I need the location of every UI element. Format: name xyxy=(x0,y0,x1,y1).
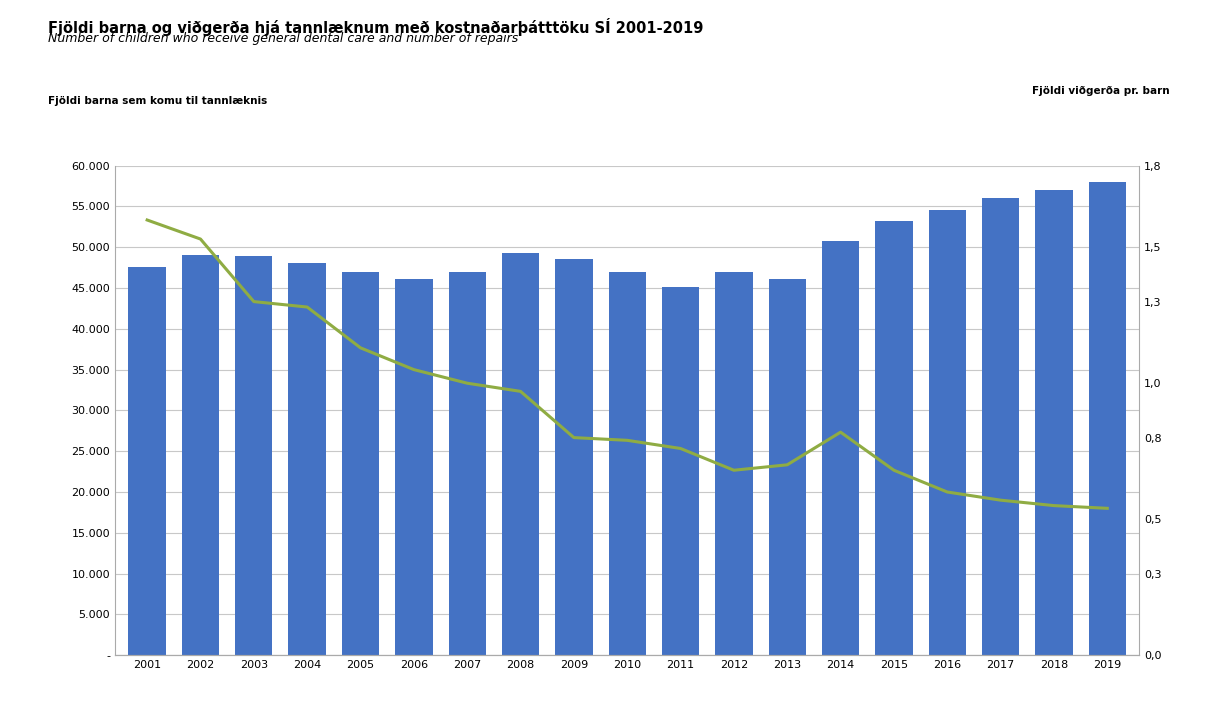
Text: Number of children who receive general dental care and number of repairs: Number of children who receive general d… xyxy=(48,32,519,45)
Bar xyxy=(1088,182,1126,655)
Bar xyxy=(822,241,859,655)
Bar xyxy=(608,271,646,655)
Bar xyxy=(288,263,326,655)
Bar xyxy=(395,279,433,655)
Text: Fjöldi barna sem komu til tannlæknis: Fjöldi barna sem komu til tannlæknis xyxy=(48,96,268,106)
Bar xyxy=(662,287,699,655)
Bar xyxy=(928,210,966,655)
Bar xyxy=(128,267,166,655)
Bar xyxy=(1035,190,1073,655)
Bar xyxy=(875,221,913,655)
Text: Fjöldi barna og viðgerða hjá tannlæknum með kostnaðarþátttöku SÍ 2001-2019: Fjöldi barna og viðgerða hjá tannlæknum … xyxy=(48,18,704,36)
Text: Fjöldi viðgerða pr. barn: Fjöldi viðgerða pr. barn xyxy=(1031,86,1170,96)
Bar xyxy=(502,253,539,655)
Bar xyxy=(768,279,806,655)
Bar xyxy=(715,271,753,655)
Bar xyxy=(448,271,486,655)
Bar xyxy=(342,272,379,655)
Bar xyxy=(982,198,1019,655)
Bar xyxy=(555,259,593,655)
Bar xyxy=(182,256,219,655)
Bar xyxy=(235,256,273,655)
